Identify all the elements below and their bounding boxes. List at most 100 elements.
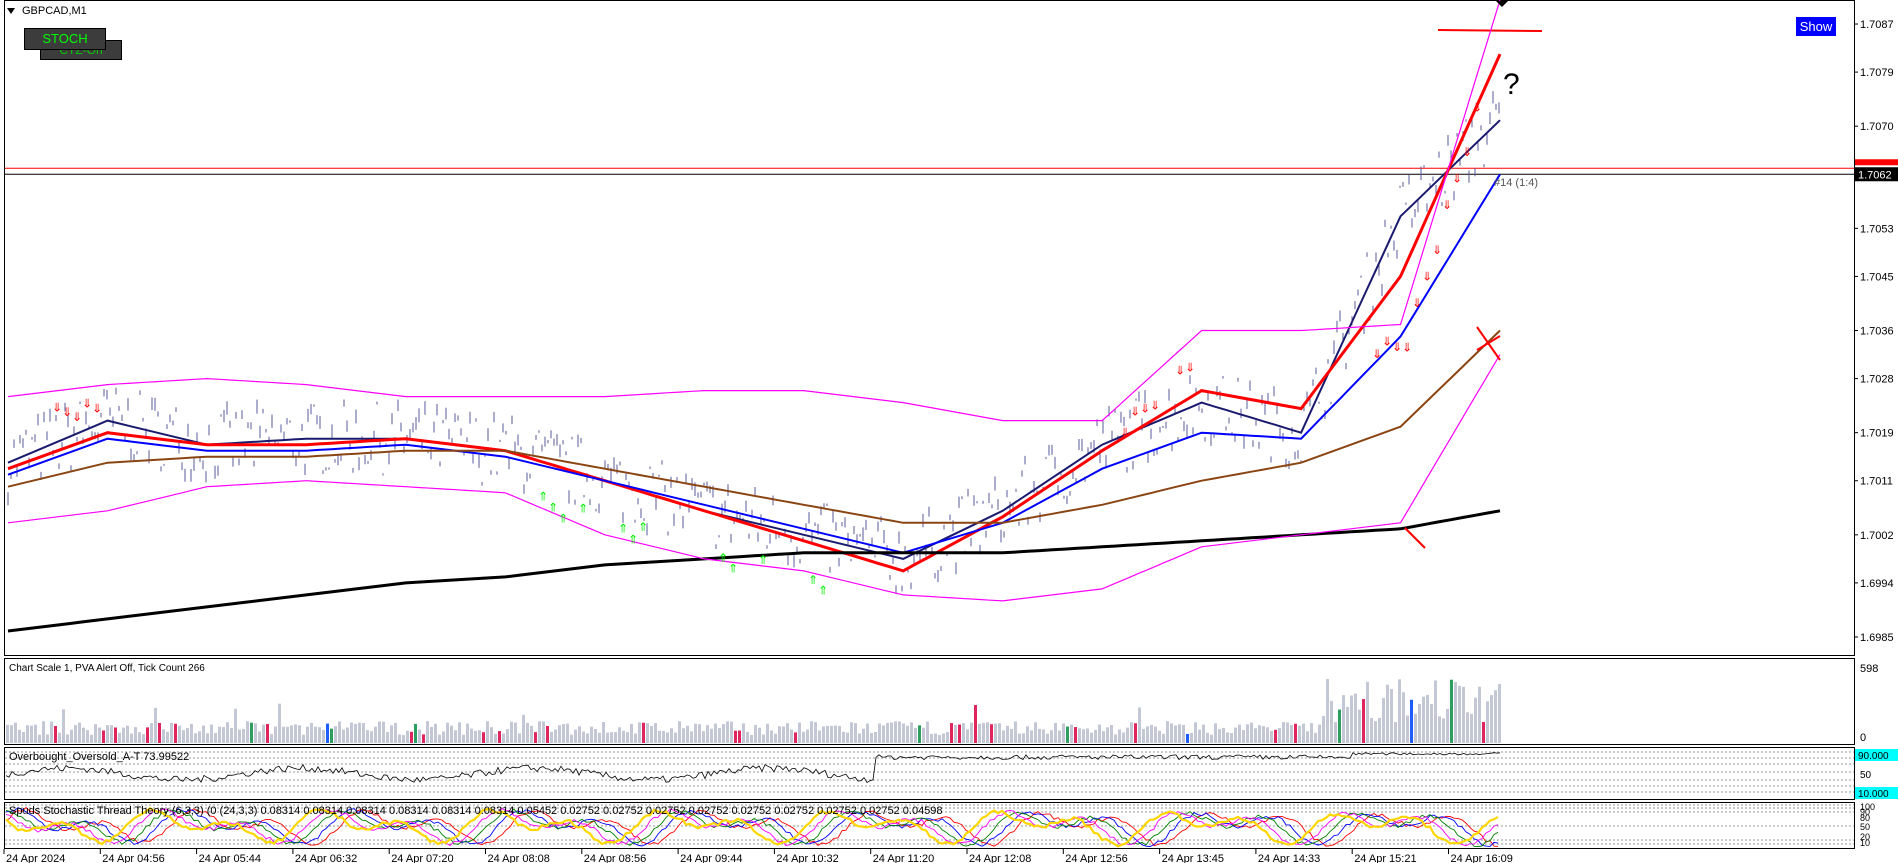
volume-bar	[746, 731, 749, 743]
volume-bar	[706, 725, 709, 743]
buy-arrow-icon: ⇑	[758, 553, 768, 567]
volume-bar	[926, 721, 929, 743]
volume-bar	[114, 727, 117, 743]
show-button[interactable]: Show	[1796, 17, 1836, 36]
volume-bar	[1042, 729, 1045, 743]
volume-bar	[566, 723, 569, 743]
volume-bar	[758, 727, 761, 743]
volume-bar	[1146, 726, 1149, 743]
volume-bar	[886, 722, 889, 743]
time-tick-label: 24 Apr 09:44	[680, 853, 742, 863]
volume-bar	[1394, 722, 1397, 743]
series-line-5	[7, 0, 1501, 422]
volume-bar	[506, 729, 509, 743]
volume-bar	[782, 726, 785, 743]
time-tick-label: 24 Apr 08:56	[584, 853, 646, 863]
volume-bar	[674, 732, 677, 743]
volume-bar	[1298, 725, 1301, 743]
volume-bar	[774, 733, 777, 743]
stoch-thread	[5, 806, 1499, 848]
time-tick-label: 24 Apr 12:08	[969, 853, 1031, 863]
volume-bar	[686, 725, 689, 743]
annotations: ⇓ ⇓ ⇓⇓ ⇓⇓⇓ ⇓ ⇓⇓ ⇓⇓⇓ ⇓ ⇓⇓⇓⇓⇓⇓⇓⇓⇑⇑⇑⇑⇑⇑⇑⇑⇑⇑⇑⇑	[52, 100, 1501, 597]
volume-bar	[934, 733, 937, 743]
window-menu-icon[interactable]	[7, 8, 15, 14]
volume-bar	[1414, 713, 1417, 743]
volume-bar	[146, 727, 149, 743]
volume-bar	[666, 732, 669, 743]
volume-bar	[14, 722, 17, 743]
volume-bar	[398, 734, 401, 743]
stoch-thread	[5, 808, 1499, 847]
volume-bar	[34, 724, 37, 743]
volume-bar	[1226, 732, 1229, 743]
volume-bar	[1174, 725, 1177, 743]
volume-bar	[1402, 692, 1405, 743]
stoch-thread	[5, 806, 1499, 847]
volume-bar	[562, 724, 565, 743]
volume-panel-label: Chart Scale 1, PVA Alert Off, Tick Count…	[9, 663, 205, 674]
volume-bar	[394, 722, 397, 743]
volume-bar	[1050, 730, 1053, 743]
volume-bar	[1170, 723, 1173, 743]
volume-bar	[586, 733, 589, 743]
volume-bar	[214, 732, 217, 743]
volume-bar	[1366, 681, 1369, 743]
volume-bar	[158, 723, 161, 743]
obos-level-top: 90.000	[1858, 751, 1889, 762]
volume-bar	[278, 703, 281, 743]
high-marker-icon	[1496, 1, 1508, 7]
volume-bar	[314, 726, 317, 743]
volume-bar	[58, 732, 61, 743]
volume-bar	[438, 734, 441, 743]
volume-bar	[378, 721, 381, 743]
sell-arrow-icon: ⇓	[1452, 172, 1462, 186]
volume-bar	[626, 732, 629, 743]
series-line-1	[7, 53, 1502, 573]
stoch-button[interactable]: STOCH	[24, 28, 106, 50]
time-tick-label: 24 Apr 05:44	[199, 853, 261, 863]
volume-bar	[1114, 734, 1117, 743]
volume-bar	[206, 733, 209, 743]
volume-bar	[558, 725, 561, 743]
stoch-level-label: 100	[1860, 802, 1875, 812]
volume-bar	[1186, 733, 1189, 743]
volume-bar	[150, 723, 153, 743]
volume-bar	[642, 722, 645, 743]
sell-arrow-icon: ⇓	[1432, 243, 1442, 257]
volume-bar	[1362, 699, 1365, 743]
volume-bar	[646, 723, 649, 743]
buy-arrow-icon: ⇑	[718, 551, 728, 565]
volume-bar	[866, 723, 869, 743]
volume-bar	[658, 730, 661, 743]
time-tick-label: 24 Apr 06:32	[295, 853, 357, 863]
volume-bar	[1466, 712, 1469, 743]
sell-arrow-icon: ⇓	[1150, 398, 1160, 412]
volume-bar	[538, 721, 541, 743]
volume-bar	[598, 732, 601, 743]
volume-bar	[282, 726, 285, 743]
volume-bar	[958, 724, 961, 743]
volume-bar	[1086, 728, 1089, 743]
volume-bar	[1374, 721, 1377, 743]
volume-bar	[106, 725, 109, 743]
series-line-4	[7, 509, 1501, 633]
volume-bar	[402, 734, 405, 743]
volume-bar	[962, 723, 965, 743]
volume-bar	[22, 731, 25, 743]
volume-bar	[670, 728, 673, 743]
volume-bar	[374, 726, 377, 743]
price-tick-label: 1.7036	[1860, 326, 1894, 338]
price-axis: 1.7087 1.7079 1.7070 1.7062 1.7053 1.7045 1.70…	[1854, 19, 1898, 644]
volume-bar	[246, 721, 249, 743]
volume-bar	[318, 727, 321, 743]
volume-bar	[778, 726, 781, 743]
price-tick-label: 1.7011	[1860, 476, 1893, 488]
volume-bar	[502, 733, 505, 743]
current-price-label: 1.7062	[1858, 169, 1892, 181]
sell-arrow-icon: ⇓	[1422, 269, 1432, 283]
volume-bar	[1442, 718, 1445, 743]
volume-bar	[1326, 679, 1329, 743]
volume-bar	[426, 721, 429, 743]
